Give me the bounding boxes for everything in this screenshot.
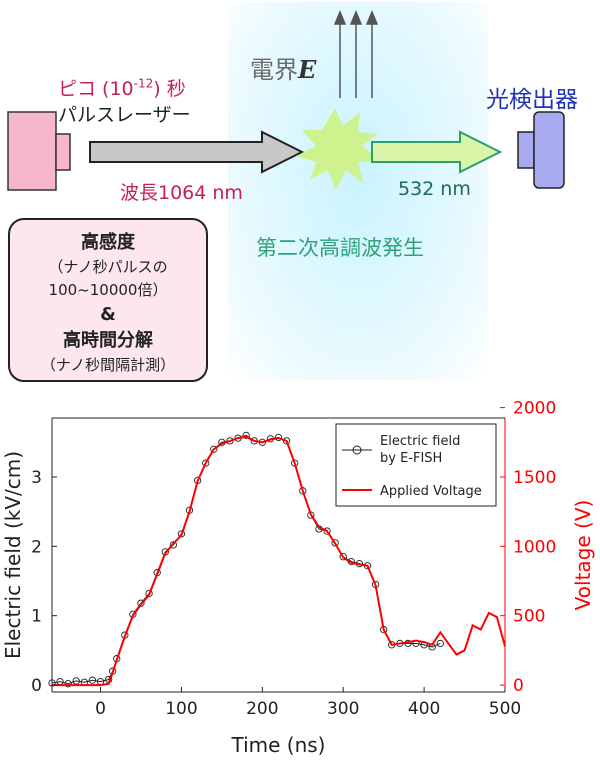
laser-nozzle xyxy=(55,133,71,171)
efield-point xyxy=(282,437,291,445)
chart-svg: 0 100 200 300 400 500 0 1 2 3 0 500 1000 1500 2000 Tim… xyxy=(1,400,595,757)
diagram-graphics xyxy=(7,10,565,191)
legend-voltage-label: Applied Voltage xyxy=(380,484,482,499)
efield-point xyxy=(64,680,72,688)
efield-point xyxy=(88,676,97,684)
y-left-tick-label: 2 xyxy=(31,537,42,557)
plot-layer xyxy=(48,431,506,688)
efield-point xyxy=(137,599,145,607)
y-right-tick-label: 500 xyxy=(513,607,545,627)
detector-label: 光検出器 xyxy=(486,87,578,113)
shg-process-label: 第二次高調波発生 xyxy=(256,236,424,260)
efield-point xyxy=(226,437,234,445)
efield-point xyxy=(274,433,283,442)
x-tick-label: 400 xyxy=(408,699,440,719)
y-right-tick-label: 1000 xyxy=(513,537,556,557)
output-beam-arrow xyxy=(371,130,503,174)
y-right-tick-label: 0 xyxy=(513,676,524,696)
input-wavelength-label: 波長1064 nm xyxy=(120,182,243,204)
legend-box xyxy=(335,423,497,507)
efield-point xyxy=(210,445,218,453)
x-tick-label: 300 xyxy=(327,699,359,719)
y-left-tick-label: 3 xyxy=(31,468,42,488)
shg-glow-region xyxy=(228,2,488,380)
y-right-tick-label: 1500 xyxy=(513,468,556,488)
y-left-tick-label: 0 xyxy=(31,676,42,696)
legend: Electric field by E-FISH Applied Voltage xyxy=(335,423,497,507)
x-tick-label: 500 xyxy=(489,699,521,719)
legend-efield-label-1: Electric field xyxy=(380,434,460,449)
efield-point xyxy=(169,541,177,549)
info-line-2: （ナノ秒パルスの xyxy=(48,258,168,276)
feature-info-box: 高感度 （ナノ秒パルスの 100~10000倍） & 高時間分解 （ナノ秒間隔計… xyxy=(8,218,208,382)
detector-lens xyxy=(517,131,535,169)
info-line-6: （ナノ秒間隔計測） xyxy=(40,356,176,374)
laser-pulse-label: ピコ (10-12) 秒 xyxy=(58,76,186,100)
y-left-tick-label: 1 xyxy=(31,607,42,627)
info-line-5: 高時間分解 xyxy=(63,330,153,351)
x-tick-label: 100 xyxy=(165,699,197,719)
legend-efield-marker xyxy=(352,445,362,455)
y-axis-right-label: Voltage (V) xyxy=(571,500,595,611)
efield-label: 電界E xyxy=(250,55,317,84)
info-line-3: 100~10000倍） xyxy=(48,281,168,299)
y-axis-left-label: Electric field (kV/cm) xyxy=(1,451,25,659)
output-wavelength-label: 532 nm xyxy=(398,178,471,200)
x-axis-label: Time (ns) xyxy=(230,733,325,757)
efield-point xyxy=(331,539,339,547)
x-tick-label: 200 xyxy=(246,699,278,719)
efield-point xyxy=(323,527,331,535)
info-line-4: & xyxy=(100,304,116,325)
y-right-tick-label: 2000 xyxy=(513,400,556,419)
voltage-series-line xyxy=(52,435,506,687)
efield-point xyxy=(202,459,210,467)
laser-type-label: パルスレーザー xyxy=(58,104,191,126)
input-beam-arrow xyxy=(89,130,305,174)
info-line-1: 高感度 xyxy=(81,232,135,253)
efield-point xyxy=(177,530,186,538)
axes-layer: 0 100 200 300 400 500 0 1 2 3 0 500 1000 1500 2000 xyxy=(31,400,556,719)
efield-arrows xyxy=(333,10,379,98)
efield-point xyxy=(436,639,444,648)
shg-flash xyxy=(296,108,380,190)
efield-point xyxy=(145,589,153,598)
detector-body xyxy=(533,111,565,189)
laser-body xyxy=(7,111,57,191)
efield-point xyxy=(339,553,347,561)
x-tick-label: 0 xyxy=(95,699,106,719)
efield-point xyxy=(242,431,250,439)
legend-efield-label-2: by E-FISH xyxy=(380,451,442,466)
